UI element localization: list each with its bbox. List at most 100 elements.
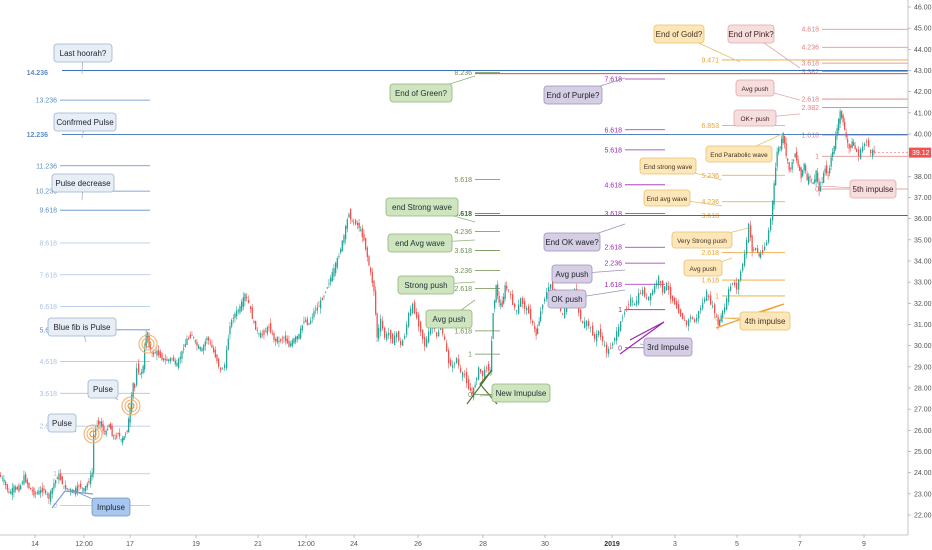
fib-label: 4.236 xyxy=(801,45,819,52)
candle xyxy=(532,320,534,324)
candle xyxy=(402,340,404,346)
candle xyxy=(171,358,173,360)
candle xyxy=(456,358,458,363)
candle xyxy=(610,347,612,349)
callout: 5th impulse xyxy=(819,179,897,199)
candle xyxy=(484,369,486,379)
candle xyxy=(31,490,33,492)
candle xyxy=(48,493,50,499)
candle xyxy=(796,151,798,161)
y-tick-label: 24.00 xyxy=(914,470,932,477)
y-tick-label: 22.00 xyxy=(914,513,932,520)
candle xyxy=(770,218,772,231)
callout-box xyxy=(543,85,603,105)
fib-label: 10.236 xyxy=(36,189,58,196)
candle xyxy=(237,310,239,312)
candle xyxy=(797,159,799,166)
candle xyxy=(518,304,520,314)
candle xyxy=(311,317,313,319)
candle xyxy=(38,490,40,495)
candle xyxy=(384,327,386,338)
candle xyxy=(60,473,62,480)
candle xyxy=(590,327,592,329)
candle xyxy=(618,327,620,337)
callout: Confrmed Pulse xyxy=(53,112,117,139)
y-axis[interactable]: 46.0045.0044.0043.0042.0041.0040.0039.00… xyxy=(870,0,932,535)
candle xyxy=(535,328,537,336)
candle xyxy=(642,289,644,295)
candle xyxy=(562,313,564,315)
callout: Impluse xyxy=(71,489,131,517)
candle xyxy=(666,282,668,291)
candle xyxy=(676,301,678,309)
x-axis[interactable]: 14 12:00 17 19 21 12:00 24 26 28 30 2019 3 5 7 9 xyxy=(0,534,908,548)
candle xyxy=(468,379,470,390)
candle xyxy=(253,321,255,323)
candle xyxy=(688,319,690,327)
candle xyxy=(358,223,360,229)
candle xyxy=(265,331,267,333)
candle xyxy=(255,320,257,330)
candle xyxy=(696,317,698,322)
candle xyxy=(298,333,300,339)
candle xyxy=(428,331,430,343)
candle xyxy=(738,279,740,290)
candle xyxy=(61,476,63,485)
candle xyxy=(514,303,516,308)
candle xyxy=(6,484,8,491)
candle xyxy=(122,437,124,443)
callout: End of Pink? xyxy=(727,24,801,69)
candle xyxy=(842,115,844,123)
fib-label: 2.618 xyxy=(604,245,622,252)
candle xyxy=(726,298,728,310)
callout: 3rd Impulse xyxy=(639,337,693,357)
callout-text: Strong push xyxy=(404,281,447,290)
candle xyxy=(808,176,810,185)
candle xyxy=(836,128,838,136)
callout: end Avg wave xyxy=(387,233,476,253)
x-tick-label: 12:00 xyxy=(297,541,315,548)
candle xyxy=(420,321,422,333)
candle xyxy=(63,485,65,487)
candle xyxy=(388,332,390,336)
candle xyxy=(26,479,28,485)
candle xyxy=(588,321,590,327)
fib-label: 0 xyxy=(468,392,472,399)
candle xyxy=(151,352,153,354)
candle xyxy=(600,328,602,338)
fib-label: 5.618 xyxy=(604,147,622,154)
price-series xyxy=(0,108,875,505)
pulse-circle xyxy=(89,430,97,438)
callout-box xyxy=(671,231,733,249)
y-tick-label: 41.00 xyxy=(914,110,932,117)
candle xyxy=(722,310,724,318)
callout-box xyxy=(547,289,587,309)
candle xyxy=(158,350,160,356)
impulse-line xyxy=(51,490,94,509)
candle xyxy=(10,491,12,494)
callout-text: End of Purple? xyxy=(547,91,600,100)
candle xyxy=(275,339,277,342)
fib-label: 1.618 xyxy=(801,133,819,140)
candle xyxy=(799,166,801,171)
x-tick-label: 5 xyxy=(735,541,739,548)
candle xyxy=(530,309,532,320)
callout-text: 3rd Impulse xyxy=(647,343,689,352)
candle xyxy=(406,324,408,335)
candle xyxy=(23,475,25,485)
callout-box xyxy=(87,379,119,399)
fib-label: 9.618 xyxy=(39,208,57,215)
candle xyxy=(56,477,58,480)
candle xyxy=(181,350,183,359)
callout-box xyxy=(739,311,791,331)
candle xyxy=(105,430,107,435)
pulse-circle xyxy=(86,427,100,441)
candle xyxy=(520,298,522,307)
candle xyxy=(65,485,67,490)
candle xyxy=(488,363,490,371)
callout: End Parabolic wave xyxy=(705,133,783,163)
candle xyxy=(620,321,622,331)
candle xyxy=(340,249,342,253)
candle xyxy=(99,421,101,424)
candle xyxy=(608,348,610,354)
